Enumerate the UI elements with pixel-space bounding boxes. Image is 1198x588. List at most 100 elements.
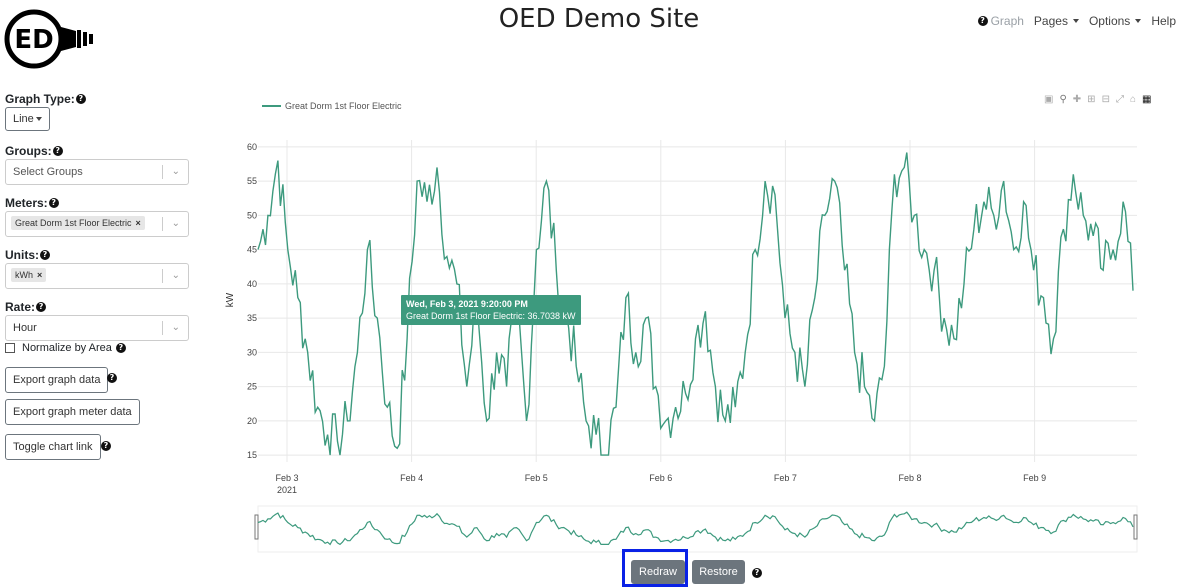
caret-down-icon (35, 117, 42, 121)
range-handle-left (254, 514, 259, 540)
range-slider[interactable] (254, 505, 1138, 553)
select-divider (162, 269, 163, 283)
page-title: OED Demo Site (498, 4, 700, 34)
rate-select[interactable]: Hour ⌄ (5, 315, 189, 341)
nav-options-dropdown[interactable]: Options (1088, 14, 1142, 28)
meters-select[interactable]: Great Dorm 1st Floor Electric × ⌄ (5, 211, 189, 237)
rate-value: Hour (13, 322, 37, 334)
nav-graph-label: Graph (990, 14, 1024, 28)
y-tick-label: 50 (247, 210, 257, 220)
x-tick-label: Feb 7 (774, 473, 797, 483)
help-icon[interactable]: ? (752, 568, 762, 578)
nav-pages-label: Pages (1033, 14, 1068, 28)
top-nav: ? Graph Pages Options Help (977, 14, 1176, 28)
x-tick-label: Feb 3 (275, 473, 298, 483)
nav-pages-dropdown[interactable]: Pages (1034, 14, 1079, 28)
x-tick-label: Feb 8 (898, 473, 921, 483)
chevron-down-icon[interactable]: ⌄ (171, 322, 180, 333)
help-icon[interactable]: ? (101, 441, 111, 451)
meter-chip: Great Dorm 1st Floor Electric × (11, 216, 145, 230)
pan-icon[interactable]: ✚ (1072, 94, 1082, 105)
graph-type-dropdown[interactable]: Line (5, 107, 50, 131)
focus-ring (622, 549, 688, 587)
zoom-icon[interactable]: ⚲ (1059, 94, 1067, 105)
export-graph-data-button[interactable]: Export graph data (5, 367, 109, 393)
redraw-button[interactable]: Redraw (631, 560, 685, 584)
tooltip-date: Wed, Feb 3, 2021 9:20:00 PM (406, 299, 528, 309)
remove-chip-icon[interactable]: × (135, 218, 141, 228)
y-tick-label: 20 (247, 416, 257, 426)
x-tick-label: Feb 6 (649, 473, 672, 483)
series-path (257, 152, 1134, 456)
units-label: Units: ? (5, 248, 50, 262)
export-meter-data-button[interactable]: Export graph meter data (5, 399, 140, 425)
logo-text: ED (14, 25, 53, 55)
graph-type-label-text: Graph Type: (5, 92, 75, 106)
help-icon[interactable]: ? (36, 302, 47, 312)
y-tick-label: 40 (247, 279, 257, 289)
chevron-down-icon[interactable]: ⌄ (171, 218, 180, 229)
nav-options-label: Options (1088, 14, 1131, 28)
camera-icon[interactable]: ▣ (1044, 94, 1054, 105)
caret-down-icon (1072, 19, 1079, 23)
nav-graph[interactable]: ? Graph (977, 14, 1024, 28)
units-label-text: Units: (5, 248, 39, 262)
x-tick-labels: Feb 3 Feb 4 Feb 5 Feb 6 Feb 7 Feb 8 Feb 9 2021 (275, 473, 1046, 495)
help-icon[interactable]: ? (40, 250, 50, 260)
restore-button[interactable]: Restore (692, 560, 745, 584)
unit-chip: kWh × (11, 268, 47, 282)
redraw-label: Redraw (639, 566, 677, 578)
y-tick-label: 55 (247, 176, 257, 186)
nav-help[interactable]: Help (1151, 14, 1176, 28)
caret-down-icon (1135, 19, 1142, 23)
units-select[interactable]: kWh × ⌄ (5, 263, 189, 289)
range-slider-line (257, 511, 1134, 546)
chevron-down-icon[interactable]: ⌄ (171, 270, 180, 281)
meter-chip-label: Great Dorm 1st Floor Electric (15, 218, 132, 228)
y-tick-label: 60 (247, 142, 257, 152)
y-axis-label: kW (225, 292, 236, 307)
zoom-in-icon[interactable]: ⊞ (1087, 94, 1096, 105)
toggle-chart-link-label: Toggle chart link (13, 441, 93, 453)
y-tick-label: 25 (247, 382, 257, 392)
chevron-down-icon[interactable]: ⌄ (171, 166, 180, 177)
export-meter-data-label: Export graph meter data (13, 406, 132, 418)
normalize-row: Normalize by Area ? (5, 342, 126, 354)
help-icon[interactable]: ? (52, 146, 63, 156)
y-tick-label: 15 (247, 450, 257, 460)
help-icon[interactable]: ? (48, 198, 59, 208)
grid (258, 140, 1137, 462)
normalize-checkbox[interactable] (5, 343, 15, 353)
groups-placeholder: Select Groups (13, 166, 83, 178)
toggle-chart-link-button[interactable]: Toggle chart link (5, 434, 101, 460)
help-icon[interactable]: ? (115, 343, 126, 353)
zoom-out-icon[interactable]: ⊟ (1101, 94, 1110, 105)
y-tick-label: 35 (247, 313, 257, 323)
help-icon[interactable]: ? (977, 16, 988, 26)
tooltip-value: Great Dorm 1st Floor Electric: 36.7038 k… (406, 311, 576, 321)
home-icon[interactable]: ⌂ (1129, 94, 1136, 105)
graph-type-label: Graph Type: ? (5, 92, 86, 106)
restore-label: Restore (699, 566, 738, 578)
range-handle-right (1133, 514, 1138, 540)
series-line (257, 152, 1134, 456)
y-tick-label: 30 (247, 347, 257, 357)
rate-label-text: Rate: (5, 300, 36, 314)
y-tick-label: 45 (247, 245, 257, 255)
remove-chip-icon[interactable]: × (37, 270, 43, 280)
autoscale-icon[interactable]: ⤢ (1115, 94, 1124, 105)
plotly-logo-icon[interactable]: ▦ (1142, 94, 1152, 105)
meters-label: Meters: ? (5, 196, 59, 210)
groups-select[interactable]: Select Groups ⌄ (5, 159, 189, 185)
chart-legend[interactable]: Great Dorm 1st Floor Electric (262, 101, 402, 111)
help-icon[interactable]: ? (107, 373, 117, 383)
help-icon[interactable]: ? (75, 94, 86, 104)
groups-label: Groups: ? (5, 144, 63, 158)
nav-help-label: Help (1151, 14, 1176, 28)
groups-label-text: Groups: (5, 144, 52, 158)
oed-logo: ED (4, 9, 93, 69)
select-divider (162, 165, 163, 179)
x-tick-label: Feb 9 (1023, 473, 1046, 483)
chart-modebar: ▣ ⚲ ✚ ⊞ ⊟ ⤢ ⌂ ▦ (1044, 94, 1151, 105)
